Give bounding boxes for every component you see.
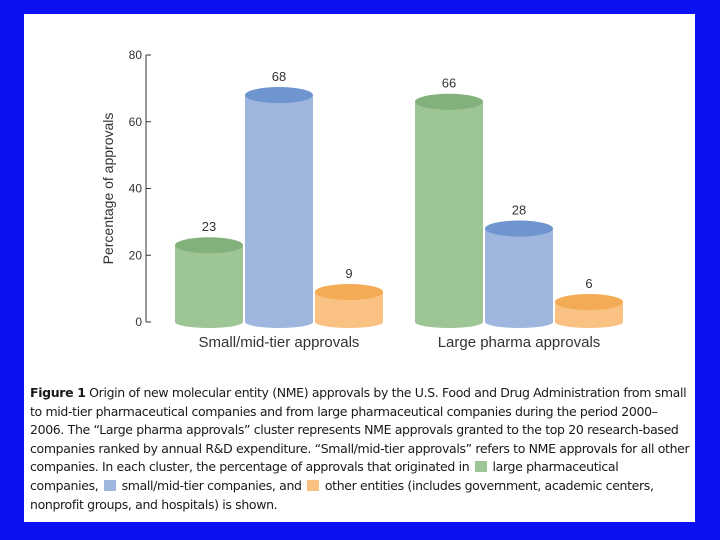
bar-chart: 0 20 40 60 80 Percentage of approvals 23 68 9 Sma… [100, 48, 623, 351]
y-tick-label-20: 20 [129, 248, 143, 262]
bar-small-mid-tier-approvals-0 [175, 245, 243, 322]
bar-top-large-pharma-approvals-1 [485, 220, 553, 237]
y-tick-label-80: 80 [129, 48, 143, 62]
bar-small-mid-tier-approvals-1 [245, 95, 313, 322]
caption-text-1: Origin of new molecular entity (NME) app… [30, 385, 690, 475]
y-tick-label-60: 60 [129, 115, 143, 129]
category-label-small-mid-tier-approvals: Small/mid-tier approvals [199, 334, 360, 351]
other-entities-swatch [307, 479, 320, 491]
bar-base-large-pharma-approvals-1 [485, 316, 553, 328]
bar-large-pharma-approvals-1 [485, 228, 553, 322]
category-label-large-pharma-approvals: Large pharma approvals [438, 334, 601, 351]
bar-base-small-mid-tier-approvals-0 [175, 316, 243, 328]
small-mid-tier-swatch [104, 479, 116, 491]
bar-base-small-mid-tier-approvals-1 [245, 316, 313, 328]
bar-top-small-mid-tier-approvals-0 [175, 237, 243, 254]
data-label-large-pharma-approvals-1: 28 [512, 203, 526, 218]
large-pharma-swatch [474, 461, 487, 473]
bar-base-large-pharma-approvals-0 [415, 316, 483, 328]
data-label-small-mid-tier-approvals-2: 9 [345, 266, 352, 281]
y-tick-label-40: 40 [129, 182, 143, 196]
data-label-large-pharma-approvals-0: 66 [442, 76, 456, 91]
caption-text-2: large pharmaceutical companies, [30, 459, 619, 493]
figure-caption: Figure 1 Origin of new molecular entity … [30, 384, 690, 514]
y-axis-title: Percentage of approvals [100, 113, 116, 265]
figure-label: Figure 1 [30, 385, 86, 400]
data-label-small-mid-tier-approvals-0: 23 [202, 219, 216, 234]
bar-base-large-pharma-approvals-2 [555, 316, 623, 328]
bar-top-small-mid-tier-approvals-2 [315, 283, 383, 300]
caption-text-3: small/mid-tier companies, and [118, 477, 306, 493]
bar-top-small-mid-tier-approvals-1 [245, 87, 313, 104]
slide: 0 20 40 60 80 Percentage of approvals 23 68 9 Sma… [24, 14, 695, 522]
bar-top-large-pharma-approvals-2 [555, 293, 623, 310]
caption-text-4: other entities (includes government, aca… [30, 477, 654, 512]
y-tick-label-0: 0 [135, 315, 142, 329]
data-label-large-pharma-approvals-2: 6 [585, 276, 592, 291]
bar-base-small-mid-tier-approvals-2 [315, 316, 383, 328]
bar-large-pharma-approvals-0 [415, 101, 483, 322]
bar-top-large-pharma-approvals-0 [415, 93, 483, 110]
data-label-small-mid-tier-approvals-1: 68 [272, 69, 286, 84]
